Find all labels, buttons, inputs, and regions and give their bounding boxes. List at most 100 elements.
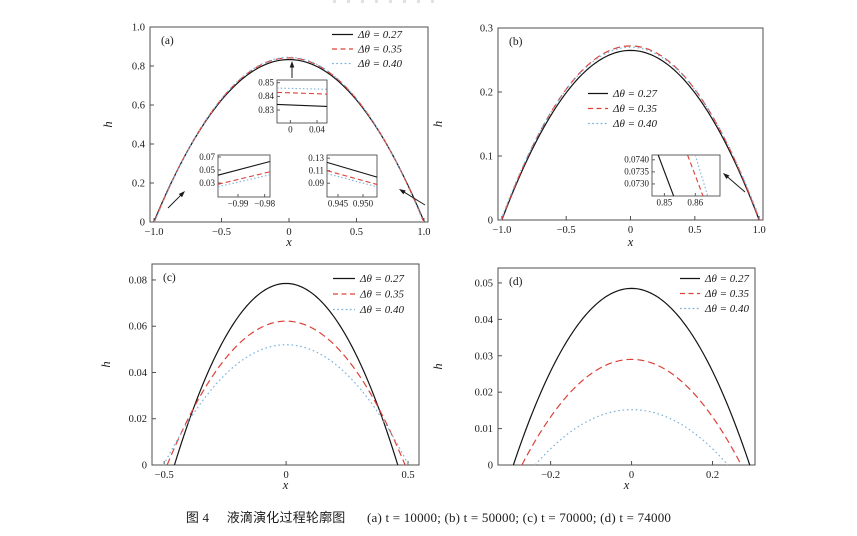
x-tick-label: 0 (283, 470, 288, 481)
y-axis-label: h (431, 363, 445, 369)
inset-y-tick-label: 0.85 (258, 78, 274, 88)
inset-y-tick-label: 0.03 (199, 178, 215, 188)
legend-label: Δθ = 0.35 (357, 44, 403, 56)
caption-figure-number: 图 4 (185, 510, 210, 525)
inset-series-line (276, 103, 328, 108)
y-tick-label: 0.1 (480, 152, 493, 163)
x-tick-label: 1.0 (753, 225, 766, 236)
inset-y-tick-label: 0.09 (308, 178, 324, 188)
series-curve (512, 287, 751, 466)
x-tick-label: −1.0 (145, 227, 164, 238)
legend-label: Δθ = 0.27 (357, 29, 403, 41)
panel-a-chart: −1.0 −0.5 0 0.5 1.0 0 0.2 0.4 0.6 0.8 1.0 (a) x h Δθ =… (101, 23, 431, 250)
y-tick-label: 1.0 (132, 23, 145, 34)
x-tick-label: 0.5 (688, 225, 701, 236)
panel-label: (d) (509, 276, 523, 288)
inset-x-tick-label: −0.99 (228, 199, 249, 209)
inset-series-line (326, 173, 378, 188)
inset-y-tick-label: 0.84 (258, 91, 274, 101)
annotation-arrow (725, 175, 746, 193)
legend-label: Δθ = 0.40 (704, 303, 750, 315)
inset-y-tick-label: 0.83 (258, 105, 274, 115)
y-tick-label: 0.6 (132, 101, 145, 112)
plot-frame (497, 267, 756, 466)
inset-x-tick-label: 0.86 (687, 198, 703, 208)
inset-series-line (657, 154, 675, 197)
y-tick-label: 0.04 (475, 315, 494, 326)
inset-series-line (687, 154, 704, 197)
x-tick-label: 1.0 (417, 227, 430, 238)
y-tick-label: 0.4 (132, 140, 146, 151)
panel-b-chart: −1.0 −0.5 0 0.5 1.0 0 0.1 0.2 0.3 (b) x h Δθ = 0.27 Δ… (431, 24, 766, 250)
series-curve (166, 320, 406, 466)
y-tick-label: 0.04 (129, 368, 148, 379)
inset-series-line (276, 91, 328, 95)
y-tick-label: 0.02 (129, 414, 147, 425)
inset-series-line (217, 160, 271, 176)
cropped-text-artifact (333, 0, 445, 3)
caption-subplot-times: (a) t = 10000; (b) t = 50000; (c) t = 70… (366, 510, 672, 525)
inset-series-line (326, 170, 378, 185)
annotation-arrowhead (723, 173, 730, 179)
y-tick-label: 0 (142, 461, 147, 472)
series-curve (163, 344, 410, 466)
y-tick-label: 0.08 (129, 275, 147, 286)
legend-label: Δθ = 0.40 (612, 118, 658, 130)
x-tick-label: 0 (628, 225, 633, 236)
legend-label: Δθ = 0.35 (359, 289, 405, 301)
y-tick-label: 0 (488, 216, 493, 227)
y-axis-label: h (101, 121, 115, 127)
inset-frame (217, 154, 271, 198)
y-tick-label: 0.2 (132, 179, 145, 190)
inset-y-tick-label: 0.07 (199, 152, 215, 162)
x-tick-label: 0.2 (706, 470, 719, 481)
legend-label: Δθ = 0.27 (612, 88, 658, 100)
y-tick-label: 0.01 (475, 424, 493, 435)
annotation-arrow (167, 193, 183, 209)
inset-x-tick-label: 0.85 (656, 198, 672, 208)
inset-y-tick-label: 0.0735 (624, 167, 649, 177)
annotation-arrowhead (289, 61, 295, 68)
x-tick-label: 0 (286, 227, 291, 238)
series-curve (173, 282, 399, 466)
y-tick-label: 0.02 (475, 388, 493, 399)
panel-label: (b) (509, 36, 523, 48)
y-tick-label: 0.06 (129, 322, 147, 333)
y-axis-label: h (99, 361, 113, 367)
x-tick-label: 0.5 (350, 227, 363, 238)
panel-label: (a) (161, 35, 174, 47)
x-axis-label: x (282, 478, 289, 492)
y-tick-label: 0.05 (475, 278, 493, 289)
panel-label: (c) (163, 272, 176, 284)
inset-y-tick-label: 0.13 (308, 153, 324, 163)
x-tick-label: −0.2 (541, 470, 560, 481)
legend-label: Δθ = 0.40 (357, 58, 403, 70)
legend-label: Δθ = 0.40 (359, 304, 405, 316)
figure-caption: 图 4 液滴演化过程轮廓图 (a) t = 10000; (b) t = 500… (0, 507, 857, 526)
legend-label: Δθ = 0.35 (704, 288, 750, 300)
x-tick-label: −1.0 (492, 225, 511, 236)
inset-y-tick-label: 0.11 (309, 165, 324, 175)
y-tick-label: 0.8 (132, 62, 145, 73)
x-tick-label: −0.5 (557, 225, 576, 236)
inset-y-tick-label: 0.0730 (624, 179, 649, 189)
inset-x-tick-label: 0.945 (328, 199, 349, 209)
inset-x-tick-label: 0.04 (309, 125, 325, 135)
y-tick-label: 0.2 (480, 88, 493, 99)
legend-label: Δθ = 0.27 (359, 273, 405, 285)
x-tick-label: −0.5 (212, 227, 231, 238)
inset-series-line (326, 161, 378, 178)
inset-x-tick-label: 0.950 (353, 199, 374, 209)
caption-title: 液滴演化过程轮廓图 (226, 510, 346, 525)
x-axis-label: x (285, 235, 292, 249)
panel-c-chart: −0.5 0 0.5 0 0.02 0.04 0.06 0.08 (c) x h Δθ = 0.27 Δ… (99, 263, 420, 492)
panel-d-chart: −0.2 0 0.2 0 0.01 0.02 0.03 0.04 0.05 (d) x h Δθ = 0… (431, 267, 756, 492)
inset-y-tick-label: 0.0740 (624, 155, 649, 165)
inset-y-tick-label: 0.05 (199, 165, 215, 175)
y-tick-label: 0 (140, 218, 145, 229)
x-tick-label: 0 (629, 470, 634, 481)
inset-frame (651, 154, 721, 197)
annotation-arrowhead (178, 191, 185, 198)
legend-label: Δθ = 0.27 (704, 273, 750, 285)
